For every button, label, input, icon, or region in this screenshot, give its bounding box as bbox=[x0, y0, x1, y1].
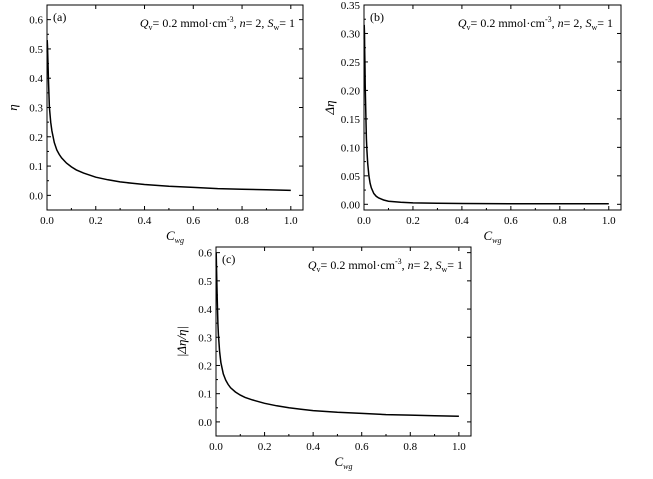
x-tick-label: 0.6 bbox=[355, 441, 369, 453]
series-line bbox=[363, 24, 609, 205]
condition-annotation: Qv= 0.2 mmol·cm-3, n= 2, Sw= 1 bbox=[458, 15, 613, 32]
panel-2: 0.0 0.2 0.4 0.6 0.8 1.0 0.00 0.05 0.10 0.15 0.20 0.… bbox=[322, 0, 622, 245]
y-tick-label: 0.30 bbox=[341, 28, 361, 40]
panel-label: (a) bbox=[53, 10, 66, 24]
x-tick-label: 0.0 bbox=[40, 215, 54, 227]
plot-frame bbox=[46, 4, 304, 211]
x-tick-label: 0.6 bbox=[504, 215, 518, 227]
panel-label: (c) bbox=[222, 252, 235, 266]
x-tick-label: 0.8 bbox=[403, 441, 417, 453]
y-tick-label: 0.6 bbox=[29, 15, 43, 27]
x-tick-label: 0.8 bbox=[553, 215, 567, 227]
y-tick-label: 0.6 bbox=[198, 248, 212, 260]
y-tick-label: 0.3 bbox=[198, 332, 212, 344]
y-axis-label: Δη bbox=[322, 100, 337, 115]
y-tick-label: 0.1 bbox=[29, 161, 43, 173]
y-tick-label: 0.05 bbox=[341, 171, 361, 183]
panel-label: (b) bbox=[370, 10, 384, 24]
x-tick-label: 0.4 bbox=[455, 215, 469, 227]
y-tick-label: 0.0 bbox=[29, 190, 43, 202]
y-tick-label: 0.4 bbox=[198, 304, 212, 316]
y-tick-label: 0.2 bbox=[198, 360, 212, 372]
y-tick-label: 0.35 bbox=[341, 0, 361, 12]
y-tick-label: 0.10 bbox=[341, 142, 361, 154]
x-axis-label: Cwg bbox=[483, 228, 501, 245]
x-tick-label: 0.0 bbox=[209, 441, 223, 453]
condition-annotation: Qv= 0.2 mmol·cm-3, n= 2, Sw= 1 bbox=[140, 15, 295, 32]
x-axis-label: Cwg bbox=[166, 228, 184, 245]
x-axis-label: Cwg bbox=[334, 454, 352, 471]
panel-1: 0.0 0.2 0.4 0.6 0.8 1.0 0.0 0.1 0.2 0.3 0.4 0.5 0.6 (… bbox=[5, 4, 304, 245]
y-tick-label: 0.5 bbox=[29, 44, 43, 56]
x-tick-label: 0.0 bbox=[357, 215, 371, 227]
x-tick-label: 0.2 bbox=[89, 215, 103, 227]
x-tick-label: 0.6 bbox=[186, 215, 200, 227]
panel-3: 0.0 0.2 0.4 0.6 0.8 1.0 0.0 0.1 0.2 0.3 0.4 0.5 0.6 (… bbox=[174, 246, 472, 471]
plot-frame bbox=[215, 246, 472, 437]
y-tick-label: 0.1 bbox=[198, 389, 212, 401]
x-tick-label: 0.4 bbox=[138, 215, 152, 227]
y-tick-label: 0.0 bbox=[198, 417, 212, 429]
y-axis-label: |Δη/η| bbox=[174, 326, 189, 357]
y-tick-label: 0.25 bbox=[341, 57, 361, 69]
x-tick-label: 1.0 bbox=[284, 215, 298, 227]
y-axis-label: η bbox=[5, 104, 20, 110]
y-tick-label: 0.00 bbox=[341, 199, 361, 211]
y-tick-label: 0.4 bbox=[29, 73, 43, 85]
series-line bbox=[46, 40, 291, 192]
x-tick-label: 1.0 bbox=[452, 441, 466, 453]
series-line bbox=[215, 252, 459, 418]
x-tick-label: 0.4 bbox=[306, 441, 320, 453]
x-tick-label: 0.2 bbox=[258, 441, 272, 453]
y-tick-label: 0.2 bbox=[29, 132, 43, 144]
plot-frame bbox=[363, 4, 622, 211]
condition-annotation: Qv= 0.2 mmol·cm-3, n= 2, Sw= 1 bbox=[308, 257, 463, 274]
x-tick-label: 0.8 bbox=[235, 215, 249, 227]
y-tick-label: 0.20 bbox=[341, 85, 361, 97]
x-tick-label: 0.2 bbox=[406, 215, 420, 227]
y-tick-label: 0.15 bbox=[341, 114, 361, 126]
x-tick-label: 1.0 bbox=[602, 215, 616, 227]
y-tick-label: 0.5 bbox=[198, 276, 212, 288]
y-tick-label: 0.3 bbox=[29, 103, 43, 115]
